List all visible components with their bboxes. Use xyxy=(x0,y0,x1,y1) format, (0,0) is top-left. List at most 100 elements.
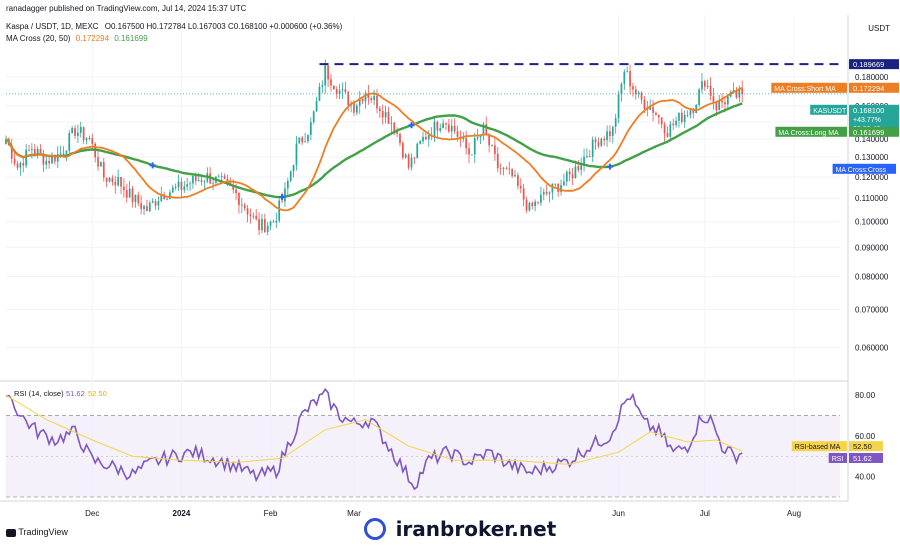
candle-body xyxy=(531,202,534,207)
ma-legend: MA Cross (20, 50) 0.172294 0.161699 xyxy=(6,34,148,43)
rsi-pane: RSI (14, close) 51.62 52.50 xyxy=(5,387,840,498)
ma-cross-marker xyxy=(279,194,286,201)
candle-body xyxy=(114,181,117,186)
candle-body xyxy=(453,125,456,132)
candle-body xyxy=(19,162,22,168)
candle-body xyxy=(318,86,321,101)
candle-body xyxy=(355,105,358,113)
candle-body xyxy=(378,108,381,112)
candle-body xyxy=(163,194,166,200)
candle-body xyxy=(275,220,278,223)
candle-body xyxy=(560,185,562,192)
candle-body xyxy=(703,81,706,87)
candle-body xyxy=(85,138,88,141)
candle-body xyxy=(223,176,226,179)
candle-body xyxy=(324,65,327,86)
symbol-name: Kaspa / USDT, 1D, MEXC xyxy=(6,22,99,31)
candle-body xyxy=(468,148,470,155)
candle-body xyxy=(56,153,59,162)
watermark-icon xyxy=(364,518,386,540)
rsi-legend-value: 51.62 xyxy=(66,389,85,398)
ma-short-line xyxy=(5,86,743,212)
candles xyxy=(5,59,744,236)
candle-body xyxy=(238,193,240,206)
candle-body xyxy=(332,85,335,90)
candle-body xyxy=(200,180,203,182)
rsi-label-name: RSI xyxy=(832,456,844,463)
candle-body xyxy=(502,167,505,169)
candle-body xyxy=(663,124,666,134)
price-label-name: KASUSDT xyxy=(813,108,847,115)
candle-body xyxy=(399,133,401,144)
candle-body xyxy=(100,162,102,167)
candle-body xyxy=(439,127,442,131)
candle-body xyxy=(189,183,191,185)
candle-body xyxy=(131,188,134,203)
price-tick-label: 0.100000 xyxy=(855,218,889,227)
annotations xyxy=(6,63,848,201)
candle-body xyxy=(741,88,744,94)
candle-body xyxy=(571,174,574,179)
candle-body xyxy=(281,200,283,202)
candle-body xyxy=(738,88,741,98)
price-tick-label: 0.060000 xyxy=(855,343,889,352)
candle-body xyxy=(249,214,252,217)
candle-body xyxy=(174,187,177,188)
candle-body xyxy=(588,156,591,158)
candle-body xyxy=(609,131,611,136)
candle-body xyxy=(565,171,568,182)
candle-body xyxy=(540,194,542,203)
rsi-label-name: RSI-based MA xyxy=(795,444,841,451)
candle-body xyxy=(330,79,332,86)
candle-body xyxy=(148,202,151,212)
candle-body xyxy=(632,86,634,90)
rsi-label-box xyxy=(849,452,883,463)
candle-body xyxy=(603,138,606,141)
candle-body xyxy=(347,92,350,106)
candle-body xyxy=(258,219,260,231)
time-tick-label: Jun xyxy=(612,509,625,518)
candle-body xyxy=(390,122,393,124)
candle-body xyxy=(255,215,258,220)
candle-body xyxy=(344,89,347,93)
rsi-tick-label: 80.00 xyxy=(855,391,876,400)
candle-body xyxy=(45,160,48,165)
candle-body xyxy=(456,131,459,137)
candle-body xyxy=(123,186,125,191)
candle-body xyxy=(491,145,493,147)
candle-body xyxy=(243,204,246,209)
tradingview-icon xyxy=(6,528,16,537)
candle-body xyxy=(617,94,620,119)
ma-short-value: 0.172294 xyxy=(75,34,110,43)
time-tick-label: 2024 xyxy=(173,509,191,518)
candle-body xyxy=(545,191,548,194)
candle-body xyxy=(537,201,539,203)
candle-body xyxy=(186,184,189,187)
price-tick-label: 0.110000 xyxy=(855,194,888,203)
rsi-label-value: 51.62 xyxy=(853,454,872,463)
candle-body xyxy=(652,107,654,113)
candle-body xyxy=(387,111,390,124)
candle-body xyxy=(600,138,603,146)
candle-body xyxy=(117,176,120,186)
candle-body xyxy=(33,149,36,154)
candle-body xyxy=(286,181,289,189)
candle-body xyxy=(611,126,614,136)
ma-long-line xyxy=(5,102,743,199)
ohlc-values: O0.167500 H0.172784 L0.167003 C0.168100 … xyxy=(104,22,343,31)
candle-body xyxy=(583,156,585,166)
candle-body xyxy=(462,138,465,139)
candle-body xyxy=(295,143,298,165)
price-label-box xyxy=(849,82,899,93)
candle-body xyxy=(105,177,108,182)
candle-body xyxy=(485,124,488,135)
candle-body xyxy=(706,85,709,87)
candle-body xyxy=(542,191,545,195)
time-tick-label: Jul xyxy=(700,509,710,518)
candle-body xyxy=(551,183,554,193)
candle-body xyxy=(557,184,560,192)
candle-body xyxy=(410,157,413,168)
candle-body xyxy=(514,175,516,177)
candle-body xyxy=(718,100,721,111)
candle-body xyxy=(511,168,514,177)
